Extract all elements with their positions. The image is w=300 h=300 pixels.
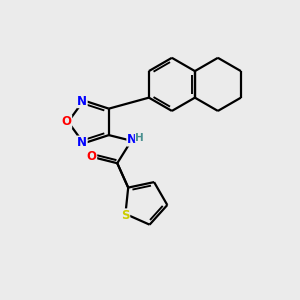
Text: O: O [87,151,97,164]
Text: N: N [127,133,137,146]
Text: S: S [121,209,130,222]
Text: N: N [77,136,87,149]
Text: O: O [61,116,72,128]
Text: H: H [135,133,144,142]
Text: N: N [77,94,87,108]
